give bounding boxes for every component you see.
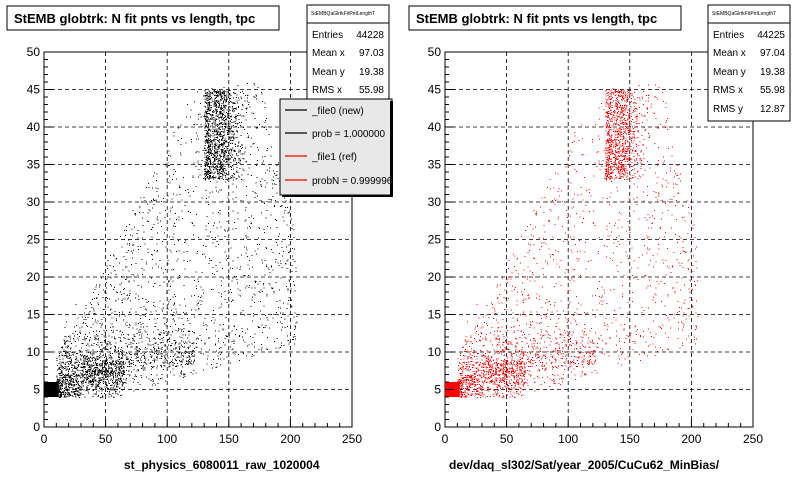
right-x-axis-label: dev/daq_sl302/Sat/year_2005/CuCu62_MinBi…	[449, 458, 720, 472]
left-stats-meany-label: Mean y	[312, 67, 345, 78]
right-x-tick-label: 0	[442, 432, 449, 446]
right-stats-entries-value: 44225	[757, 30, 785, 41]
legend-entry-prob: prob = 1.000000	[312, 129, 386, 140]
right-stats-meanx-value: 97.04	[760, 48, 785, 59]
right-y-tick-label: 20	[428, 270, 442, 284]
left-plot-title: StEMB globtrk: N fit pnts vs length, tpc	[14, 11, 255, 26]
legend-entry-new: _file0 (new)	[311, 106, 364, 117]
right-y-tick-label: 0	[434, 420, 441, 434]
right-stats-rmsx-label: RMS x	[713, 85, 743, 96]
left-stats-rmsx-value: 55.98	[359, 85, 384, 96]
right-stats-rmsx-value: 55.98	[760, 85, 785, 96]
left-x-axis-label: st_physics_6080011_raw_1020004	[124, 458, 320, 472]
left-panel: 0 50 100 150 200 250 0 5 10 15 20 25 30 35 40 45 50 StEM…	[6, 4, 393, 472]
left-stats-entries-value: 44228	[356, 30, 384, 41]
left-x-tick-label: 100	[157, 432, 177, 446]
right-x-tick-label: 150	[620, 432, 640, 446]
right-stats-rmsy-label: RMS y	[713, 104, 743, 115]
right-x-tick-label: 250	[743, 432, 763, 446]
left-x-tick-label: 150	[219, 432, 239, 446]
left-x-tick-label: 200	[280, 432, 300, 446]
left-y-tick-label: 25	[27, 233, 41, 247]
left-y-tick-label: 50	[27, 45, 41, 59]
right-x-tick-label: 200	[681, 432, 701, 446]
left-title-box	[6, 5, 280, 31]
left-y-tick-label: 15	[27, 308, 41, 322]
left-axis-ticks: 0 50 100 150 200 250 0 5 10 15 20 25 30 35 40 45 50	[27, 45, 363, 446]
right-x-tick-label: 50	[500, 432, 514, 446]
right-grid	[445, 52, 753, 427]
left-y-tick-label: 10	[27, 345, 41, 359]
left-x-tick-label: 0	[41, 432, 48, 446]
left-x-tick-label: 250	[342, 432, 362, 446]
right-y-tick-label: 5	[434, 383, 441, 397]
right-stats-meanx-label: Mean x	[713, 48, 746, 59]
left-y-tick-label: 5	[33, 383, 40, 397]
right-y-tick-label: 45	[428, 83, 442, 97]
right-y-tick-label: 15	[428, 308, 442, 322]
right-title-box	[408, 5, 682, 31]
left-grid	[44, 52, 352, 427]
right-x-tick-label: 100	[558, 432, 578, 446]
left-scatter-cloud	[56, 82, 298, 399]
right-stats-rmsy-value: 12.87	[760, 104, 785, 115]
left-y-tick-label: 30	[27, 195, 41, 209]
right-y-tick-label: 25	[428, 233, 442, 247]
right-stats-box: StEMBQaGlrtkFitPntLengthT Entries 44225 …	[707, 4, 791, 122]
right-stats-name: StEMBQaGlrtkFitPntLengthT	[712, 11, 776, 17]
right-y-tick-label: 35	[428, 158, 442, 172]
left-y-tick-label: 0	[33, 420, 40, 434]
left-stats-name: StEMBQaGlrtkFitPntLengthT	[311, 11, 375, 17]
right-axis-ticks: 0 50 100 150 200 250 0 5 10 15 20 25 30 35 40 45 50	[428, 45, 764, 446]
left-x-tick-label: 50	[99, 432, 113, 446]
left-stats-entries-label: Entries	[312, 30, 343, 41]
right-stats-meany-value: 19.38	[760, 67, 785, 78]
left-y-tick-label: 35	[27, 158, 41, 172]
left-stats-rmsx-label: RMS x	[312, 85, 342, 96]
right-y-tick-label: 30	[428, 195, 442, 209]
left-y-tick-label: 40	[27, 120, 41, 134]
legend-frame	[279, 98, 393, 196]
right-y-tick-label: 40	[428, 120, 442, 134]
right-y-tick-label: 10	[428, 345, 442, 359]
left-stats-meanx-label: Mean x	[312, 48, 345, 59]
legend-entry-ref: _file1 (ref)	[311, 152, 357, 163]
left-stats-meany-value: 19.38	[359, 67, 384, 78]
left-y-tick-label: 20	[27, 270, 41, 284]
legend-entry-probn: probN = 0.999996	[312, 176, 393, 187]
right-panel: 0 50 100 150 200 250 0 5 10 15 20 25 30 35 40 45 50 StEM…	[408, 4, 791, 472]
right-scatter-cloud	[457, 84, 699, 398]
left-y-tick-label: 45	[27, 83, 41, 97]
right-plot-title: StEMB globtrk: N fit pnts vs length, tpc	[416, 11, 657, 26]
left-stats-meanx-value: 97.03	[359, 48, 384, 59]
right-stats-entries-label: Entries	[713, 30, 744, 41]
right-stats-meany-label: Mean y	[713, 67, 746, 78]
left-legend: _file0 (new) prob = 1.000000 _file1 (ref…	[279, 98, 393, 197]
right-y-tick-label: 50	[428, 45, 442, 59]
